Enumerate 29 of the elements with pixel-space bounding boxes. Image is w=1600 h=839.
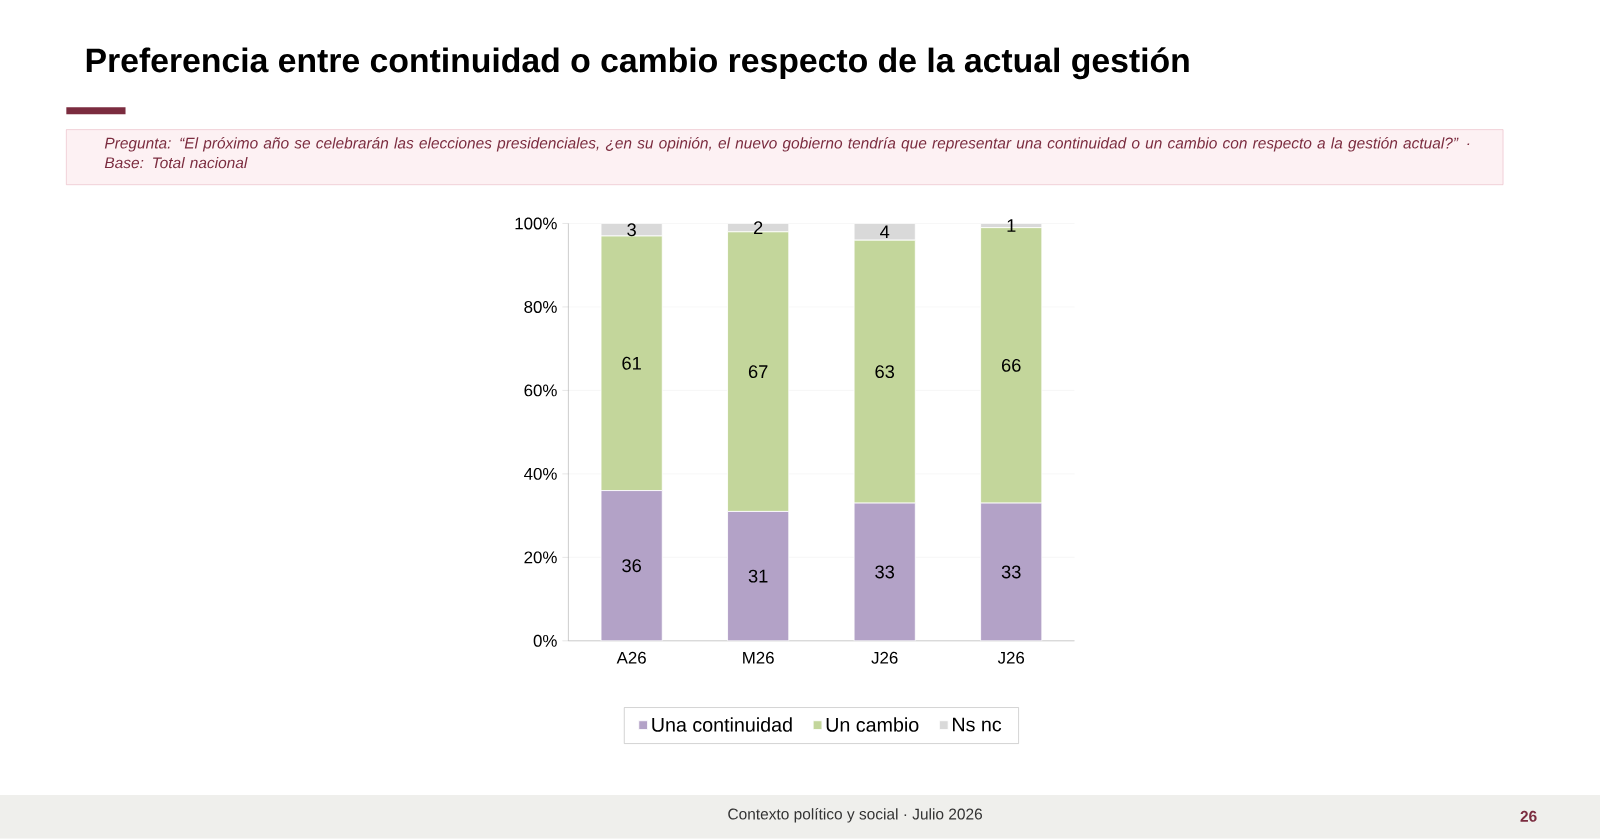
x-tick-label: J26: [871, 651, 898, 664]
data-label: 67: [748, 365, 768, 379]
text: 26: [1520, 810, 1537, 822]
legend-label: Ns nc: [953, 717, 1002, 732]
data-label: 2: [754, 221, 763, 235]
data-label: 4: [880, 225, 890, 239]
x-tick-label: J26: [997, 651, 1025, 664]
text: Contexto político y social · Julio 2026: [728, 808, 983, 823]
data-label: 61: [622, 356, 641, 370]
data-label: 1: [1007, 219, 1016, 232]
data-label: 63: [875, 365, 895, 379]
y-tick-label: 100%: [515, 217, 557, 230]
y-tick-label: 20%: [524, 551, 557, 564]
y-tick-label: 0%: [533, 634, 557, 647]
data-label: 3: [627, 223, 636, 237]
chart-subtitle: Pregunta: “El próximo año se celebrarán las elecciones presidenciales, ¿en su opinión, el nuevo gobierno tendría que representar una continuidad o un cambio con respecto a la gestión actual?” · Base: Total nacional: [104, 137, 1470, 169]
legend-label: Un cambio: [826, 717, 919, 732]
chart-title: Preferencia entre continuidad o cambio respecto de la actual gestión: [86, 47, 1189, 80]
y-tick-label: 40%: [524, 468, 557, 480]
y-tick-label: 80%: [524, 301, 557, 314]
data-label: 31: [748, 569, 768, 583]
data-label: 36: [622, 559, 642, 573]
x-tick-label: M26: [743, 651, 774, 664]
y-tick-label: 60%: [524, 384, 557, 397]
legend-label: Una continuidad: [652, 717, 792, 732]
data-label: 66: [1001, 359, 1021, 372]
data-label: 33: [1001, 565, 1021, 579]
x-tick-label: A26: [616, 651, 646, 664]
data-label: 33: [875, 565, 895, 579]
